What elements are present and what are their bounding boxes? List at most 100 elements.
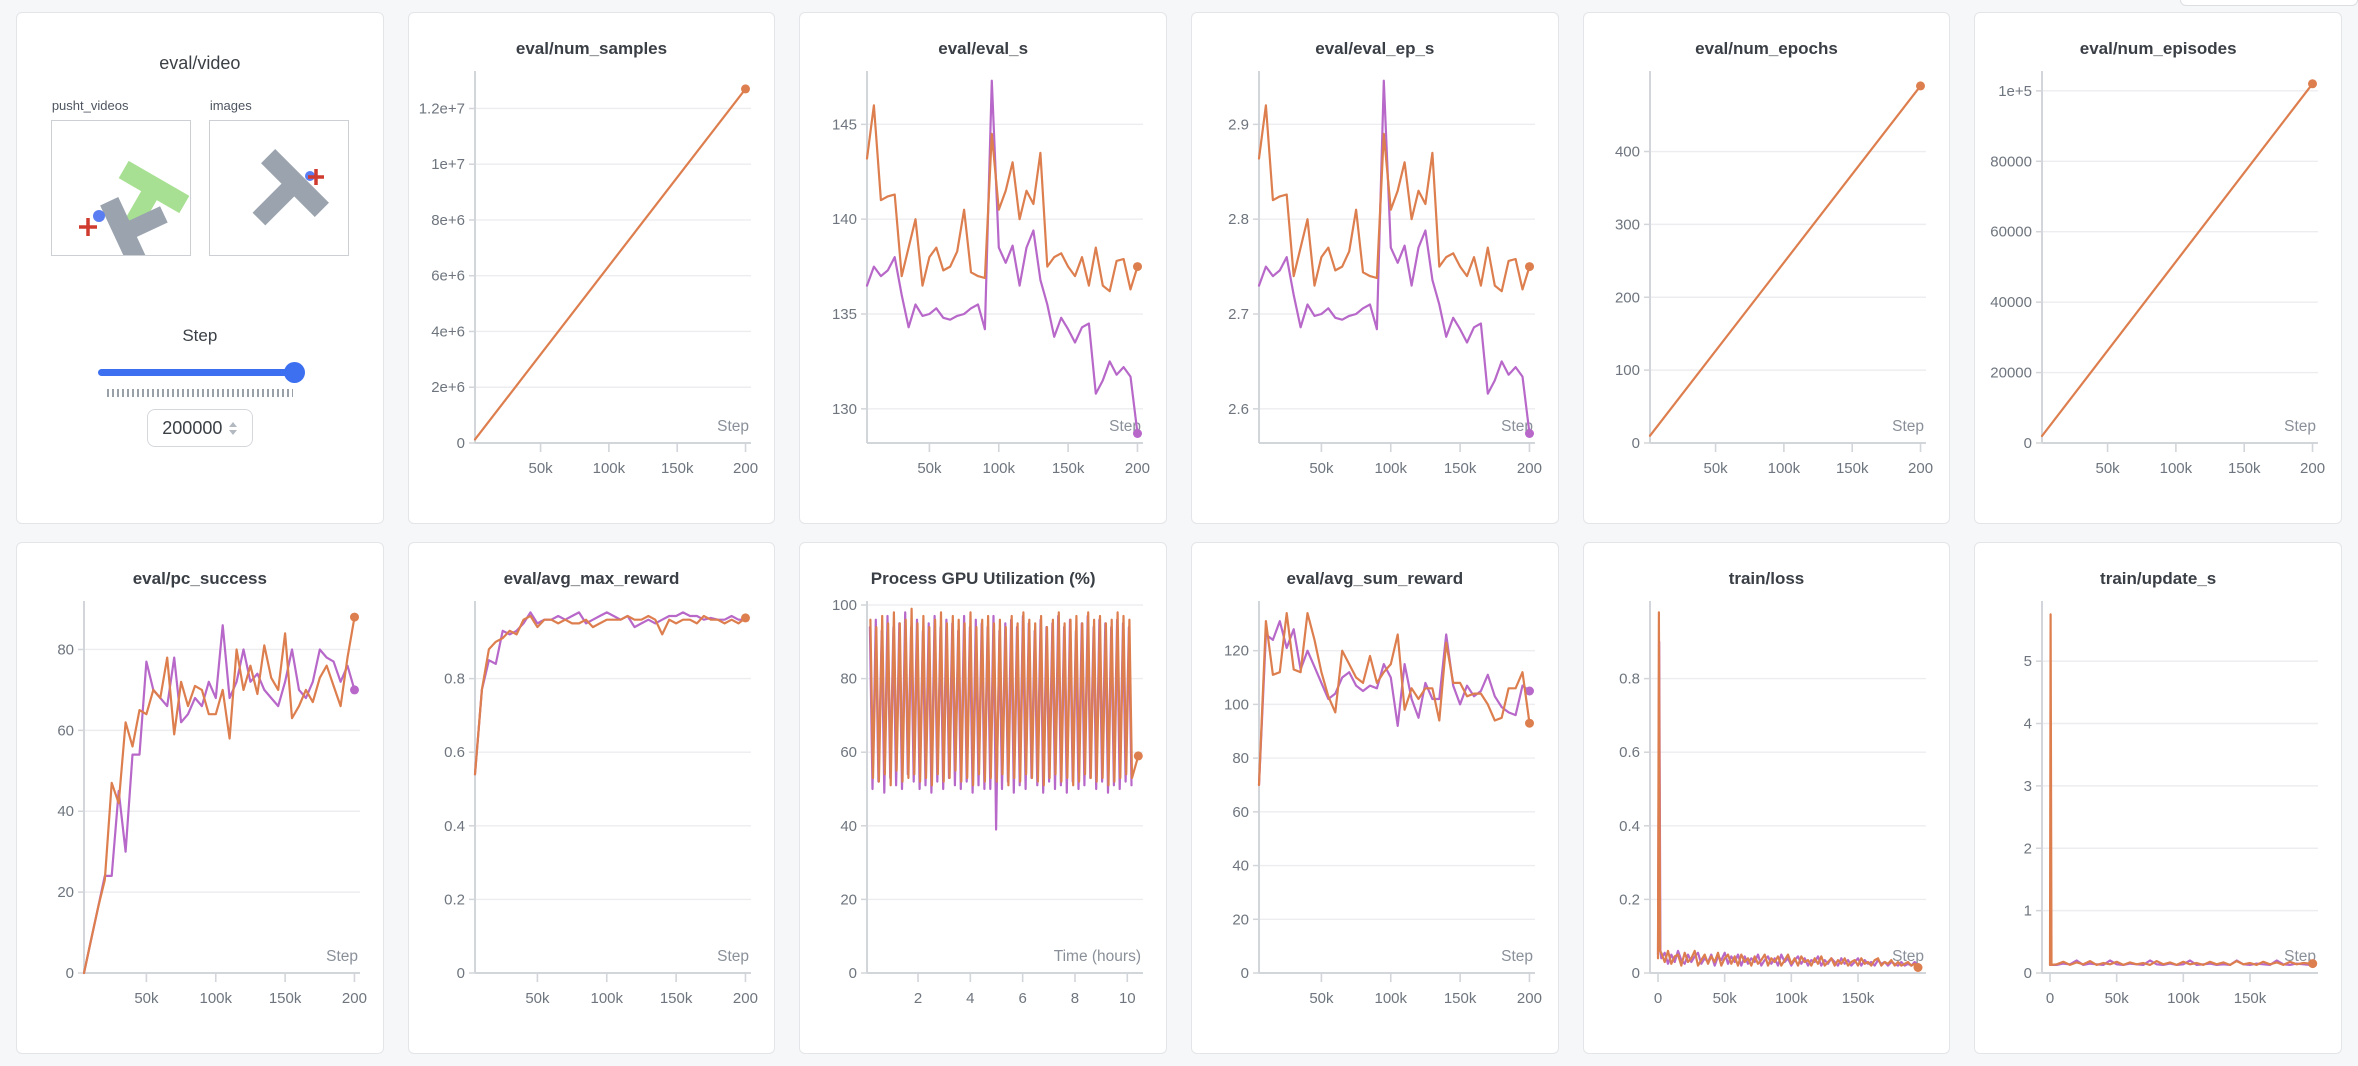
step-slider-track[interactable] <box>97 369 302 376</box>
chart-panel-num_epochs[interactable]: eval/num_epochs 0 100 200 300 400 50k 100k 150k… <box>1582 12 1951 524</box>
x-axis-label: Step <box>2284 948 2316 965</box>
chart-panel-gpu_util[interactable]: Process GPU Utilization (%) 0 20 40 60 80 100… <box>799 542 1167 1054</box>
target-cross <box>78 218 97 236</box>
step-control: Step 200000 <box>17 326 383 447</box>
svg-text:100k: 100k <box>1768 460 1801 477</box>
svg-text:8: 8 <box>1071 990 1079 1007</box>
chart-panel-num_episodes[interactable]: eval/num_episodes 0 20000 40000 60000 80000 1… <box>1974 12 2342 524</box>
svg-text:0: 0 <box>1632 965 1640 982</box>
step-slider[interactable] <box>97 362 305 383</box>
step-increment-icon[interactable] <box>229 421 238 427</box>
series-line-purple <box>82 624 356 975</box>
media-label: images <box>209 98 252 113</box>
pusht-scene-image <box>78 160 190 269</box>
series-line-orange <box>1257 612 1531 787</box>
step-decrement-icon[interactable] <box>229 429 238 435</box>
step-spinner <box>229 421 238 435</box>
svg-text:100: 100 <box>1615 362 1640 379</box>
svg-text:2e+6: 2e+6 <box>432 379 466 396</box>
svg-text:0.8: 0.8 <box>1620 671 1641 688</box>
svg-text:50k: 50k <box>526 990 551 1007</box>
series-line-purple <box>1257 620 1531 787</box>
svg-text:20000: 20000 <box>1990 365 2032 382</box>
chart-panel-avg_sum_reward[interactable]: eval/avg_sum_reward 0 20 40 60 80 100 120 50k 10… <box>1190 542 1559 1054</box>
svg-text:150k: 150k <box>660 990 693 1007</box>
media-thumbnails: pusht_videos <box>17 98 383 269</box>
svg-text:100k: 100k <box>1374 460 1407 477</box>
x-axis-label: Step <box>2284 418 2316 435</box>
svg-text:50k: 50k <box>1704 460 1729 477</box>
svg-text:150k: 150k <box>1052 460 1085 477</box>
svg-text:6e+6: 6e+6 <box>432 268 466 285</box>
series-line-orange <box>474 87 748 441</box>
images-thumbnail[interactable] <box>208 120 349 256</box>
chart-panel-eval_ep_s[interactable]: eval/eval_ep_s 2.6 2.7 2.8 2.9 50k 100k 150k 20… <box>1190 12 1559 524</box>
svg-text:100: 100 <box>1224 696 1249 713</box>
chart-panel-num_samples[interactable]: eval/num_samples 0 2e+6 4e+6 6e+6 8e+6 1e+7 1.… <box>407 12 776 524</box>
svg-text:200: 200 <box>1615 289 1640 306</box>
chart-title: train/update_s <box>2100 569 2217 588</box>
target-cross <box>307 169 324 185</box>
series-line-purple <box>1657 640 1920 967</box>
step-number-input[interactable]: 200000 <box>146 409 253 447</box>
chart-panel-avg_max_reward[interactable]: eval/avg_max_reward 0 0.2 0.4 0.6 0.8 50k 100k… <box>407 542 776 1054</box>
svg-text:40: 40 <box>57 803 74 820</box>
x-axis-label: Step <box>1501 418 1533 435</box>
chart-title: eval/avg_sum_reward <box>1286 569 1464 588</box>
svg-text:80: 80 <box>57 641 74 658</box>
media-item-pusht-videos: pusht_videos <box>50 98 191 269</box>
chart-title: eval/num_episodes <box>2079 39 2237 58</box>
chart-panel-train_update_s[interactable]: train/update_s 0 1 2 3 4 5 0 50k 100k 150k Step <box>1974 542 2342 1054</box>
svg-text:2: 2 <box>2024 840 2032 857</box>
svg-text:100k: 100k <box>1374 990 1407 1007</box>
svg-text:150k: 150k <box>661 460 694 477</box>
series-end-dot-orange <box>1133 751 1143 761</box>
svg-text:200: 200 <box>342 990 367 1007</box>
svg-text:100k: 100k <box>1776 990 1809 1007</box>
series-end-dot-orange <box>1524 262 1534 272</box>
svg-text:3: 3 <box>2024 778 2032 795</box>
svg-text:2: 2 <box>914 990 922 1007</box>
chart-panel-train_loss[interactable]: train/loss 0 0.2 0.4 0.6 0.8 0 50k 100k 150k Step <box>1582 542 1951 1054</box>
svg-text:0.6: 0.6 <box>1620 744 1641 761</box>
pusht-video-thumbnail[interactable] <box>50 120 191 269</box>
svg-text:150k: 150k <box>1444 460 1477 477</box>
svg-text:0: 0 <box>1654 990 1662 1007</box>
svg-text:6: 6 <box>1019 990 1027 1007</box>
chart-title: eval/pc_success <box>132 569 267 588</box>
svg-text:130: 130 <box>832 401 857 418</box>
media-item-images: images <box>208 98 349 256</box>
svg-text:140: 140 <box>832 211 857 228</box>
series-line-purple <box>474 611 748 776</box>
series-end-dot-orange <box>741 84 751 94</box>
chart-panel-eval_s[interactable]: eval/eval_s 130 135 140 145 50k 100k 150k 200 St… <box>799 12 1167 524</box>
svg-text:100k: 100k <box>593 460 626 477</box>
media-label: pusht_videos <box>51 98 129 113</box>
chart-plot: 0 0.2 0.4 0.6 0.8 50k 100k 150k 200 Step <box>445 601 758 1007</box>
svg-text:50k: 50k <box>1713 990 1738 1007</box>
chart-panel-pc_success[interactable]: eval/pc_success 0 20 40 60 80 50k 100k 150k 200 S… <box>16 542 384 1054</box>
svg-text:4: 4 <box>2024 716 2032 733</box>
chart-plot: 0 20 40 60 80 100 120 50k 100k 150k 200 Step <box>1224 601 1542 1007</box>
x-axis-label: Step <box>718 418 750 435</box>
svg-text:20: 20 <box>57 884 74 901</box>
svg-text:200: 200 <box>1517 990 1542 1007</box>
chart-plot: 0 20 40 60 80 50k 100k 150k 200 Step <box>57 601 367 1007</box>
svg-text:1.2e+7: 1.2e+7 <box>419 100 465 117</box>
chart-plot: 0 1 2 3 4 5 0 50k 100k 150k Step <box>2024 601 2319 1007</box>
svg-text:200: 200 <box>733 990 758 1007</box>
series-end-dot-orange <box>349 612 359 622</box>
step-value[interactable]: 200000 <box>162 417 223 438</box>
svg-text:40000: 40000 <box>1990 294 2032 311</box>
step-slider-thumb[interactable] <box>283 362 305 383</box>
svg-text:50k: 50k <box>2105 990 2130 1007</box>
chart-plot: 0 0.2 0.4 0.6 0.8 0 50k 100k 150k Step <box>1620 601 1927 1007</box>
series-line-orange <box>82 616 356 975</box>
series-line-orange <box>2041 82 2314 438</box>
svg-text:0.4: 0.4 <box>1620 818 1641 835</box>
step-slider-ticks <box>106 389 293 397</box>
svg-text:60: 60 <box>1232 804 1249 821</box>
svg-text:400: 400 <box>1615 144 1640 161</box>
x-axis-label: Step <box>718 948 750 965</box>
svg-text:1: 1 <box>2024 903 2032 920</box>
